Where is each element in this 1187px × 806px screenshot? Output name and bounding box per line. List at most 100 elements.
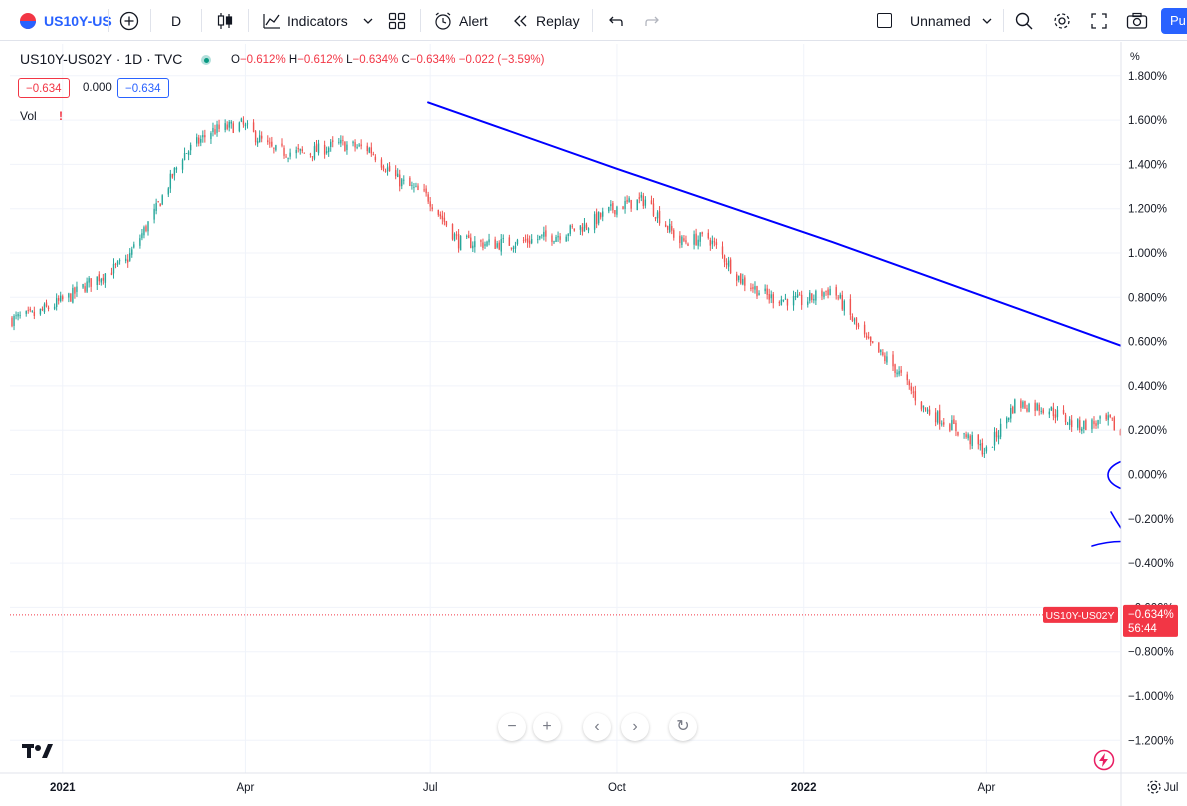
- chart-type-button[interactable]: [215, 0, 235, 41]
- candle-body: [792, 295, 795, 306]
- candle-body: [88, 278, 90, 283]
- chevron-down-icon: [982, 18, 992, 24]
- settings-button[interactable]: [1052, 0, 1072, 41]
- candle-body: [752, 287, 754, 289]
- candle-body: [869, 336, 872, 342]
- candle-body: [969, 435, 971, 445]
- candle-body: [214, 129, 216, 135]
- candle-body: [914, 391, 917, 401]
- symbol-search[interactable]: US10Y-US: [20, 0, 112, 41]
- candle-body: [551, 235, 553, 242]
- candle-body: [922, 405, 925, 408]
- candle-body: [1085, 420, 1087, 431]
- candle-body: [145, 226, 147, 232]
- candle-body: [880, 349, 882, 353]
- candle-body: [837, 297, 839, 299]
- time-tick-label: Jul: [1164, 782, 1179, 794]
- zoom-in-button[interactable]: +: [533, 713, 561, 741]
- candle-body: [514, 245, 517, 249]
- candle-body: [127, 259, 129, 263]
- candle-body: [1099, 416, 1101, 419]
- lightning-icon[interactable]: [1093, 749, 1115, 771]
- candle-body: [614, 210, 616, 215]
- candle-body: [285, 156, 287, 158]
- layout-menu-button[interactable]: Unnamed: [877, 0, 993, 41]
- candle-body: [161, 195, 163, 205]
- candle-body: [230, 121, 232, 124]
- candle-body: [47, 307, 50, 309]
- candle-body: [269, 142, 271, 144]
- candle-body: [1077, 419, 1079, 428]
- candle-body: [602, 211, 604, 217]
- undo-button[interactable]: [606, 0, 624, 41]
- candle-body: [638, 197, 640, 199]
- candle-body: [666, 225, 669, 230]
- indicators-button[interactable]: Indicators: [262, 0, 348, 41]
- candle-body: [713, 241, 716, 243]
- snapshot-button[interactable]: [1126, 0, 1148, 41]
- reset-chart-button[interactable]: ↻: [669, 713, 697, 741]
- alert-label: Alert: [459, 12, 488, 29]
- candle-body: [1091, 419, 1093, 430]
- candle-body: [232, 123, 234, 133]
- candle-body: [1012, 406, 1014, 414]
- candle-body: [1040, 411, 1042, 412]
- low-value: −0.634%: [352, 54, 399, 66]
- candle-body: [939, 410, 941, 425]
- price-tick-label: −1.000%: [1128, 691, 1174, 703]
- replay-button[interactable]: Replay: [512, 0, 580, 41]
- candle-body: [210, 133, 212, 140]
- candle-body: [330, 141, 332, 147]
- candle-body: [470, 237, 472, 248]
- publish-button[interactable]: Pu: [1161, 8, 1187, 34]
- candle-body: [370, 147, 373, 154]
- layout-grid-button[interactable]: [388, 0, 406, 41]
- candle-body: [340, 139, 342, 144]
- candle-body: [283, 147, 285, 156]
- time-tick-label: 2021: [50, 782, 76, 794]
- candle-body: [764, 288, 766, 292]
- scroll-left-button[interactable]: ‹: [583, 713, 611, 741]
- candle-body: [317, 143, 320, 154]
- candle-body: [380, 159, 383, 168]
- scroll-right-button[interactable]: ›: [621, 713, 649, 741]
- price-tick-label: 0.400%: [1128, 381, 1167, 393]
- candle-body: [784, 298, 787, 300]
- zoom-out-button[interactable]: −: [498, 713, 526, 741]
- volume-warning-icon[interactable]: !: [59, 109, 63, 123]
- alert-button[interactable]: Alert: [433, 0, 488, 41]
- interval-button[interactable]: D: [171, 12, 182, 29]
- candle-body: [573, 228, 576, 231]
- candle-body: [991, 447, 994, 448]
- candle-body: [295, 149, 297, 154]
- candle-body: [786, 298, 789, 306]
- candle-body: [189, 144, 192, 151]
- compare-symbol-button[interactable]: [119, 0, 139, 41]
- candle-body: [1105, 414, 1107, 420]
- candle-body: [354, 142, 356, 148]
- price-tick-label: 0.200%: [1128, 425, 1167, 437]
- candle-body: [453, 233, 456, 241]
- candle-body: [315, 144, 318, 152]
- candle-body: [226, 124, 228, 130]
- candle-body: [685, 240, 687, 243]
- candle-body: [851, 316, 854, 321]
- indicator-templates-dropdown[interactable]: [362, 0, 374, 41]
- candle-body: [595, 212, 598, 225]
- candle-body: [1107, 415, 1109, 421]
- candle-body: [244, 124, 247, 127]
- price-scale[interactable]: 1.800% 1.600% 1.400% 1.200% 1.000% 0.800% 0.60…: [1120, 42, 1187, 806]
- candle-body: [171, 174, 174, 178]
- candle-body: [780, 299, 783, 306]
- axis-settings-gear-icon[interactable]: [1145, 778, 1163, 796]
- redo-button[interactable]: [644, 0, 662, 41]
- fullscreen-button[interactable]: [1090, 0, 1108, 41]
- price-tick-label: −0.200%: [1128, 514, 1174, 526]
- candle-body: [502, 238, 504, 239]
- time-axis[interactable]: 2021AprJulOct2022AprJulOct2023Apr: [0, 772, 1187, 794]
- candle-body: [224, 123, 226, 130]
- candle-body: [198, 137, 200, 144]
- candle-body: [459, 236, 462, 251]
- search-button[interactable]: [1014, 0, 1034, 41]
